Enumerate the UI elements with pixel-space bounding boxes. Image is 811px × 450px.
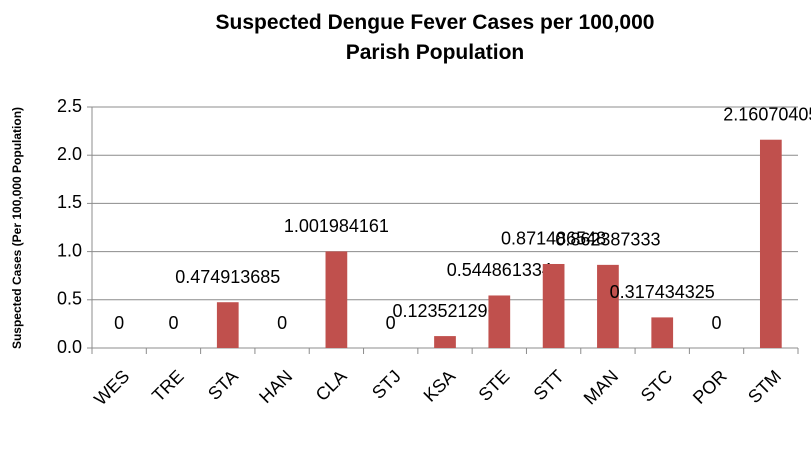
x-tick-label: CLA	[312, 366, 351, 405]
data-label: 0.317434325	[610, 282, 715, 302]
data-label: 0.123521296	[392, 301, 497, 321]
data-label: 1.001984161	[284, 216, 389, 236]
bar	[216, 302, 239, 348]
bar	[434, 336, 456, 348]
data-label: 0	[114, 313, 124, 333]
bar	[651, 317, 674, 348]
data-label: 0	[168, 313, 178, 333]
data-label: 0.871486548	[501, 229, 606, 249]
x-tick-label: STJ	[368, 366, 405, 403]
x-tick-label: STE	[475, 366, 514, 405]
x-tick-label: STM	[744, 366, 785, 407]
data-label: 0	[712, 313, 722, 333]
chart-title: Suspected Dengue Fever Cases per 100,000…	[215, 11, 655, 64]
y-tick-label: 2.5	[57, 96, 82, 116]
x-tick-label: MAN	[580, 366, 622, 408]
bar	[325, 251, 348, 348]
data-label: 2.16070405	[723, 104, 811, 124]
y-tick-label: 1.5	[57, 192, 82, 212]
x-tick-label: STC	[637, 366, 677, 406]
x-tick-label: WES	[90, 366, 133, 409]
y-tick-label: 1.0	[57, 240, 82, 260]
data-label: 0.862387333	[555, 230, 660, 250]
data-label: 0	[386, 313, 396, 333]
bar	[542, 263, 565, 348]
y-tick-label: 2.0	[57, 144, 82, 164]
y-axis-title: Suspected Cases (Per 100,000 Population)	[10, 107, 24, 349]
bar	[759, 139, 782, 348]
x-tick-label: POR	[689, 366, 731, 408]
data-label: 0.474913685	[175, 267, 280, 287]
x-tick-label: TRE	[148, 366, 188, 406]
bar	[597, 264, 619, 348]
bar	[488, 295, 511, 348]
x-tick-label: STT	[530, 366, 568, 404]
data-label: 0	[277, 313, 287, 333]
x-tick-label: STA	[204, 366, 242, 404]
data-label: 0.544861334	[447, 260, 552, 280]
x-tick-label: HAN	[255, 366, 296, 407]
y-tick-label: 0.0	[57, 337, 82, 357]
x-tick-label: KSA	[420, 366, 460, 406]
y-tick-label: 0.5	[57, 289, 82, 309]
